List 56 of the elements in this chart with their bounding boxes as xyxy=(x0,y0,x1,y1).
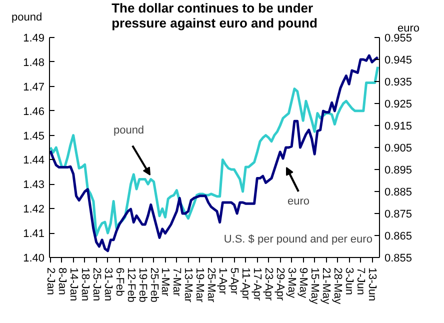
x-tick-label: 15-May xyxy=(308,268,321,305)
x-tick-label: 6-Feb xyxy=(113,268,126,296)
x-tick-label: 28-May xyxy=(332,268,344,305)
y-tick-label: 1.42 xyxy=(23,204,45,216)
x-tick-label: 3-Jun xyxy=(343,268,356,296)
y2-tick-label: 0.885 xyxy=(384,186,412,198)
x-tick-label: 13-Mar xyxy=(182,268,194,303)
y-tick-label: 1.47 xyxy=(23,81,45,94)
y-axis-title: pound xyxy=(12,12,42,24)
y-tick-label: 1.43 xyxy=(23,179,45,192)
x-tick-label: 7-Jun xyxy=(354,268,367,296)
chart-title: The dollar continues to be under pressure against euro and pound xyxy=(112,0,318,30)
x-tick-label: 1-Apr xyxy=(216,268,229,295)
annotation: pound xyxy=(113,124,144,137)
y2-tick-label: 0.915 xyxy=(384,120,412,132)
y2-tick-label: 0.945 xyxy=(384,54,412,66)
x-tick-label: 1-Mar xyxy=(159,268,172,297)
y2-tick-label: 0.865 xyxy=(384,230,412,242)
x-tick-label: 7-Mar xyxy=(170,268,183,297)
x-tick-label: 12-Feb xyxy=(124,268,137,302)
y-tick-label: 1.40 xyxy=(23,252,45,264)
x-tick-label: 19-Mar xyxy=(194,268,206,303)
x-tick-label: 25-Feb xyxy=(148,268,160,302)
x-tick-label: 2-Jan xyxy=(44,268,56,296)
x-tick-label: 21-May xyxy=(320,268,332,305)
x-tick-label: 11-Apr xyxy=(240,268,252,300)
x-tick-label: 5-Apr xyxy=(228,268,240,295)
y2-tick-label: 0.855 xyxy=(384,252,412,264)
annotation: U.S. $ per pound and per euro xyxy=(224,234,372,246)
y2-tick-label: 0.955 xyxy=(384,32,412,44)
y2-tick-label: 0.935 xyxy=(384,76,412,88)
x-tick-label: 25-Mar xyxy=(205,268,218,303)
y-tick-label: 1.45 xyxy=(23,130,45,142)
y2-tick-label: 0.905 xyxy=(384,142,412,154)
x-tick-label: 8-Jan xyxy=(56,268,68,296)
y2-tick-label: 0.925 xyxy=(384,98,412,110)
x-tick-label: 31-Jan xyxy=(102,268,114,302)
y2-tick-label: 0.875 xyxy=(384,208,412,220)
x-tick-label: 25-Jan xyxy=(90,268,102,302)
y-tick-label: 1.46 xyxy=(23,106,45,118)
y-tick-label: 1.48 xyxy=(23,56,45,69)
x-tick-label: 14-Jan xyxy=(67,268,80,302)
x-tick-label: 13-Jun xyxy=(366,268,378,302)
x-tick-label: 19-Feb xyxy=(136,268,148,302)
y2-tick-label: 0.895 xyxy=(384,164,412,176)
y2-axis-title: euro xyxy=(397,22,420,34)
y-tick-label: 1.49 xyxy=(23,32,45,44)
x-tick-label: 29-Apr xyxy=(274,268,286,301)
x-tick-label: 18-Jan xyxy=(78,268,91,302)
x-tick-label: 17-Apr xyxy=(251,268,264,301)
x-tick-label: 3-May xyxy=(286,268,298,299)
x-tick-label: 9-May xyxy=(297,268,310,299)
x-tick-label: 23-Apr xyxy=(262,268,275,301)
y-tick-label: 1.44 xyxy=(23,154,45,167)
annotation: euro xyxy=(287,196,310,208)
y-tick-label: 1.41 xyxy=(23,228,45,240)
